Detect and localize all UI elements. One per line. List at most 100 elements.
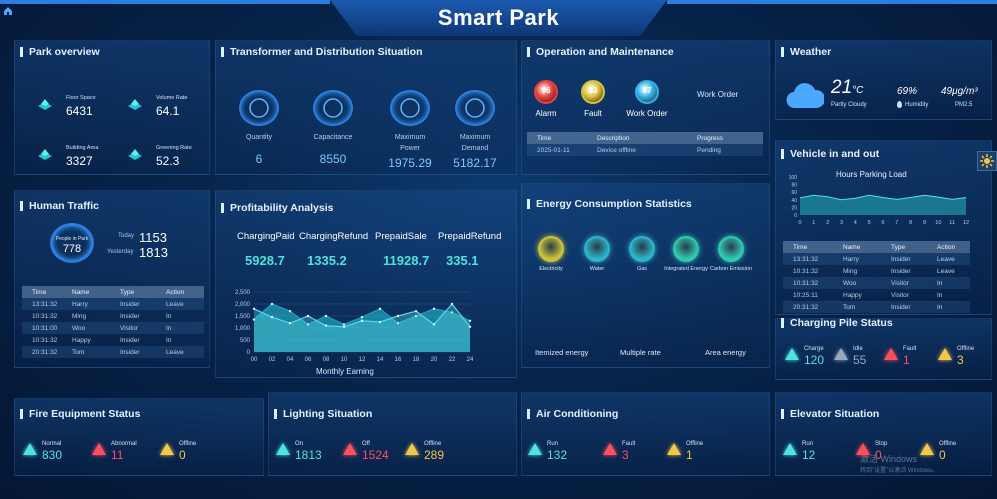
people-ring <box>50 223 94 263</box>
table-row[interactable]: 10:31:00 Woo Visitor In <box>22 322 204 334</box>
data-point <box>396 322 400 325</box>
x-tick-label: 14 <box>377 357 384 363</box>
panel-title: Park overview <box>15 41 100 63</box>
energy-gauge-icon[interactable] <box>673 236 699 262</box>
table-cell: 13:31:32 <box>22 298 62 310</box>
status-value: 1524 <box>362 448 389 462</box>
status-label: Stop <box>875 441 888 447</box>
badge-value: 96 <box>541 86 551 95</box>
table-row[interactable]: 10:31:32 Ming Insider In <box>22 310 204 322</box>
x-tick-label: 18 <box>413 357 420 363</box>
table-row[interactable]: 10:25:11 Happy Visitor In <box>783 289 970 301</box>
x-tick-label: 22 <box>449 357 456 363</box>
data-point <box>252 318 256 321</box>
table-cell: Insider <box>891 267 911 275</box>
table-cell: Tom <box>62 346 110 358</box>
data-point <box>450 311 454 314</box>
table-row[interactable]: 20:31:32 Tom Insider Leave <box>22 346 204 358</box>
work-order-label[interactable]: Work Order <box>697 90 739 99</box>
energy-gauge-icon[interactable] <box>584 236 610 262</box>
y-tick-label: 2,000 <box>235 302 251 308</box>
x-tick-label: 08 <box>323 357 330 363</box>
x-tick-label: 6 <box>881 220 884 226</box>
series-area <box>800 195 966 215</box>
energy-footer-item[interactable]: Area energy <box>705 348 746 357</box>
status-value: 132 <box>547 448 568 462</box>
x-tick-label: 10 <box>341 357 348 363</box>
table-row[interactable]: 20:31:32 Tom Insider In <box>783 301 970 313</box>
capacitor-icon <box>313 90 353 126</box>
energy-label: Carbon Emission <box>710 266 752 272</box>
column-header: Name <box>62 286 110 298</box>
y-tick-label: 0 <box>794 213 797 219</box>
energy-footer-item[interactable]: Multiple rate <box>620 348 661 357</box>
table-row[interactable]: 13:31:32 Harry Insider Leave <box>22 298 204 310</box>
x-tick-label: 8 <box>909 220 912 226</box>
x-tick-label: 12 <box>359 357 366 363</box>
data-point <box>270 302 274 306</box>
operation-badge[interactable] <box>581 80 605 104</box>
data-point <box>414 310 418 313</box>
transformer-label: Maximum Demand <box>459 134 491 152</box>
panel-title: Transformer and Distribution Situation <box>216 41 423 63</box>
table-cell: 10:31:32 <box>32 336 58 344</box>
badge-label: Fault <box>584 109 602 118</box>
energy-label: Gas <box>636 266 648 272</box>
settings-icon[interactable] <box>977 151 997 171</box>
table-row[interactable]: 2025-01-11 Device offline Pending <box>527 144 763 156</box>
panel-title: Charging Pile Status <box>776 312 893 334</box>
home-icon[interactable] <box>3 3 13 15</box>
table-row[interactable]: 10:31:32 Woo Visitor In <box>783 277 970 289</box>
operation-panel: Operation and Maintenance <box>521 40 770 175</box>
table-cell: Device offline <box>587 144 687 156</box>
header-left-wing <box>0 0 330 4</box>
table-cell: 10:31:00 <box>22 322 62 334</box>
status-label: Normal <box>42 441 62 447</box>
y-tick-label: 100 <box>789 175 798 181</box>
table-cell: Insider <box>881 301 927 313</box>
x-tick-label: 02 <box>269 357 276 363</box>
metric-value: 5928.7 <box>245 253 285 268</box>
lighting-panel: Lighting Situation <box>268 392 517 476</box>
x-tick-label: 10 <box>935 220 941 226</box>
panel-title: Operation and Maintenance <box>522 41 674 63</box>
table-row[interactable]: 13:31:32 Harry Insider Leave <box>783 253 970 265</box>
x-tick-label: 16 <box>395 357 402 363</box>
panel-title: Weather <box>776 41 831 63</box>
stat-label: Building Area <box>66 145 99 151</box>
table-cell: Insider <box>120 312 140 320</box>
status-label: Offline <box>424 441 442 447</box>
energy-gauge-icon[interactable] <box>538 236 564 262</box>
status-value: 120 <box>804 353 825 367</box>
table-cell: In <box>927 277 970 289</box>
x-tick-label: 00 <box>251 357 258 363</box>
status-value: 0 <box>875 448 882 462</box>
energy-gauge-icon[interactable] <box>718 236 744 262</box>
data-point <box>468 319 472 322</box>
column-header: Description <box>587 132 687 144</box>
energy-gauge-icon[interactable] <box>629 236 655 262</box>
panel-title: Lighting Situation <box>269 403 372 425</box>
table-cell: 20:31:32 <box>22 346 62 358</box>
energy-footer-item[interactable]: Itemized energy <box>535 348 589 357</box>
y-tick-label: 1,500 <box>235 314 251 320</box>
data-point <box>414 314 418 318</box>
badge-label: Alarm <box>535 109 557 118</box>
table-row[interactable]: 10:31:32 Ming Insider Leave <box>783 265 970 277</box>
table-cell: Ming <box>72 312 87 320</box>
status-label: Run <box>802 441 814 447</box>
page-title: Smart Park <box>437 5 560 30</box>
operation-badge[interactable] <box>534 80 558 104</box>
panel-title: Air Conditioning <box>522 403 618 425</box>
y-tick-label: 80 <box>791 183 797 189</box>
table-cell: Leave <box>156 346 204 358</box>
status-cone-icon <box>938 348 952 360</box>
fire-panel: Fire Equipment Status <box>14 398 264 476</box>
status-value: 55 <box>853 353 867 367</box>
table-cell: 10:31:32 <box>32 312 58 320</box>
operation-badge[interactable] <box>635 80 659 104</box>
energy-label: Integrated Energy <box>664 266 708 272</box>
table-row[interactable]: 10:31:32 Happy Insider In <box>22 334 204 346</box>
status-value: 0 <box>179 448 186 462</box>
